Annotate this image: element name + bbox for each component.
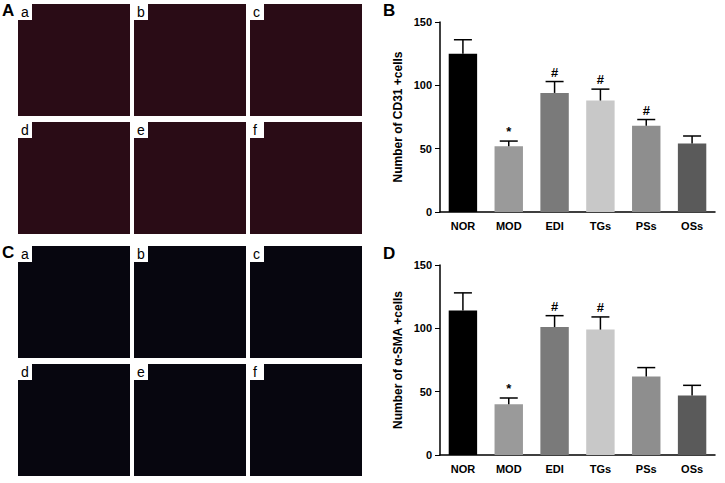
svg-text:TGs: TGs — [590, 220, 611, 232]
svg-text:f: f — [253, 364, 257, 380]
svg-text:OSs: OSs — [681, 463, 703, 475]
svg-text:0: 0 — [426, 449, 432, 461]
svg-text:50: 50 — [420, 143, 432, 155]
svg-text:150: 150 — [414, 16, 432, 28]
svg-text:100: 100 — [414, 322, 432, 334]
svg-text:OSs: OSs — [681, 220, 703, 232]
svg-text:PSs: PSs — [636, 220, 657, 232]
svg-text:e: e — [137, 364, 145, 380]
svg-text:EDI: EDI — [545, 220, 563, 232]
svg-text:150: 150 — [414, 259, 432, 271]
svg-text:c: c — [253, 4, 260, 20]
svg-text:0: 0 — [426, 206, 432, 218]
svg-text:Number of CD31 +cells: Number of CD31 +cells — [391, 51, 405, 182]
svg-text:A: A — [2, 1, 14, 20]
svg-text:d: d — [21, 364, 29, 380]
svg-text:Number of α-SMA +cells: Number of α-SMA +cells — [391, 291, 405, 429]
svg-text:B: B — [383, 1, 395, 20]
svg-text:50: 50 — [420, 386, 432, 398]
svg-text:MOD: MOD — [496, 220, 522, 232]
svg-text:a: a — [21, 4, 29, 20]
svg-text:#: # — [551, 65, 559, 80]
svg-text:a: a — [21, 246, 29, 262]
svg-text:PSs: PSs — [636, 463, 657, 475]
svg-text:*: * — [506, 381, 512, 396]
svg-text:e: e — [137, 122, 145, 138]
svg-text:#: # — [597, 300, 605, 315]
svg-text:TGs: TGs — [590, 463, 611, 475]
svg-text:f: f — [253, 122, 257, 138]
svg-text:b: b — [137, 4, 145, 20]
svg-text:b: b — [137, 246, 145, 262]
svg-text:#: # — [551, 299, 559, 314]
svg-text:NOR: NOR — [451, 220, 476, 232]
svg-text:d: d — [21, 122, 29, 138]
svg-text:#: # — [597, 72, 605, 87]
svg-text:c: c — [253, 246, 260, 262]
svg-text:C: C — [2, 243, 14, 262]
svg-text:NOR: NOR — [451, 463, 476, 475]
svg-text:MOD: MOD — [496, 463, 522, 475]
svg-text:*: * — [506, 124, 512, 139]
svg-text:100: 100 — [414, 79, 432, 91]
svg-text:EDI: EDI — [545, 463, 563, 475]
svg-text:D: D — [383, 244, 395, 263]
svg-text:#: # — [643, 103, 651, 118]
